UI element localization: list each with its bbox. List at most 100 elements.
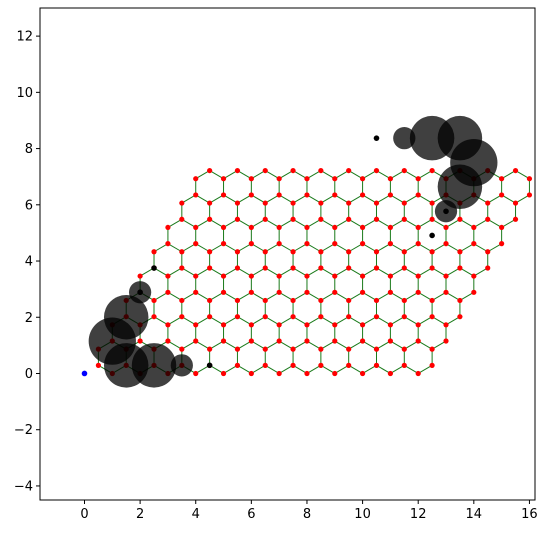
lattice-atom [220, 192, 227, 198]
lattice-bond [334, 170, 349, 180]
lattice-bond [334, 243, 349, 253]
lattice-bond [209, 243, 224, 253]
lattice-bond [320, 364, 336, 374]
lattice-bond [348, 364, 363, 374]
x-tick-label: 2 [136, 507, 144, 522]
lattice-atom [443, 289, 449, 295]
lattice-atom [415, 338, 421, 344]
lattice-atom [346, 297, 352, 304]
lattice-bond [445, 291, 461, 301]
lattice-bond [265, 291, 280, 301]
lattice-bond [195, 243, 210, 253]
lattice-bond [334, 267, 349, 277]
lattice-atom [485, 249, 491, 255]
vacancy-circle [434, 200, 458, 223]
y-tick-label: 2 [25, 311, 33, 326]
lattice-bond [153, 316, 169, 326]
lattice-bond [431, 218, 447, 228]
lattice-atom [290, 346, 296, 352]
lattice-atom [318, 362, 324, 368]
lattice-atom [373, 362, 380, 368]
lattice-bond [223, 340, 238, 350]
lattice-bond [390, 364, 405, 374]
lattice-atom [401, 216, 407, 222]
lattice-atom [193, 289, 199, 295]
vacancy-circle [437, 164, 483, 210]
lattice-atom [346, 216, 352, 222]
lattice-atom [318, 314, 324, 320]
lattice-atom [193, 192, 199, 198]
lattice-bond [209, 218, 224, 228]
lattice-bond [431, 243, 447, 253]
lattice-bond [320, 194, 336, 204]
x-tick-label: 6 [247, 507, 255, 522]
lattice-bond [251, 340, 266, 350]
lattice-bond [362, 267, 377, 277]
vacancy-circle [128, 281, 152, 304]
lattice-bond [209, 340, 224, 350]
lattice-bond [320, 218, 336, 228]
lattice-bond [376, 267, 391, 277]
lattice-atom [359, 224, 366, 231]
lattice-bond [362, 218, 377, 228]
plot-frame [39, 7, 536, 501]
lattice-bond [390, 340, 405, 350]
lattice-atom [290, 216, 296, 222]
lattice-atom [415, 322, 421, 328]
lattice-atom [485, 200, 491, 206]
lattice-atom [359, 273, 366, 279]
lattice-bond [376, 218, 391, 228]
lattice-bond [306, 316, 322, 326]
lattice-bond [237, 243, 252, 253]
lattice-atom [234, 346, 241, 352]
lattice-bond [362, 364, 377, 374]
lattice-atom [373, 314, 380, 320]
lattice-atom [248, 370, 254, 377]
lattice-bond [181, 291, 196, 301]
lattice-bond [306, 291, 322, 301]
lattice-atom [443, 273, 449, 279]
lattice-atom [137, 273, 143, 279]
lattice-atom [304, 338, 310, 344]
lattice-atom [304, 370, 310, 377]
lattice-bond [223, 291, 238, 301]
lattice-atom [220, 322, 227, 328]
lattice-bond [334, 218, 349, 228]
lattice-bond [473, 267, 488, 277]
lattice-bond [348, 267, 363, 277]
lattice-bond [278, 364, 294, 374]
lattice-bond [181, 340, 196, 350]
lattice-atom [401, 249, 407, 255]
lattice-bond [390, 194, 405, 204]
lattice-atom [373, 297, 380, 304]
lattice-bond [292, 218, 308, 228]
black-atom [151, 265, 157, 271]
vacancy-circle [170, 354, 193, 377]
lattice-atom [429, 167, 435, 174]
lattice-atom [179, 314, 185, 320]
lattice-bond [487, 243, 502, 253]
lattice-bond [167, 340, 183, 350]
lattice-atom [151, 314, 157, 320]
lattice-atom [276, 192, 282, 198]
y-tick-label: 6 [25, 198, 33, 213]
lattice-atom [318, 167, 324, 174]
lattice-atom [318, 265, 324, 271]
lattice-bond [306, 170, 322, 180]
lattice-atom [359, 289, 366, 295]
black-atom [373, 135, 380, 141]
lattice-atom [207, 249, 213, 255]
lattice-atom [443, 224, 449, 231]
lattice-atom [471, 241, 477, 247]
lattice-atom [262, 314, 268, 320]
x-tick-label: 14 [466, 507, 483, 522]
lattice-atom [179, 265, 185, 271]
lattice-atom [373, 265, 380, 271]
lattice-atom [137, 338, 143, 344]
lattice-atom [193, 241, 199, 247]
lattice-bond [431, 316, 447, 326]
lattice-bond [459, 291, 475, 301]
lattice-bond [167, 291, 183, 301]
lattice-atom [304, 176, 310, 182]
lattice-atom [387, 273, 393, 279]
